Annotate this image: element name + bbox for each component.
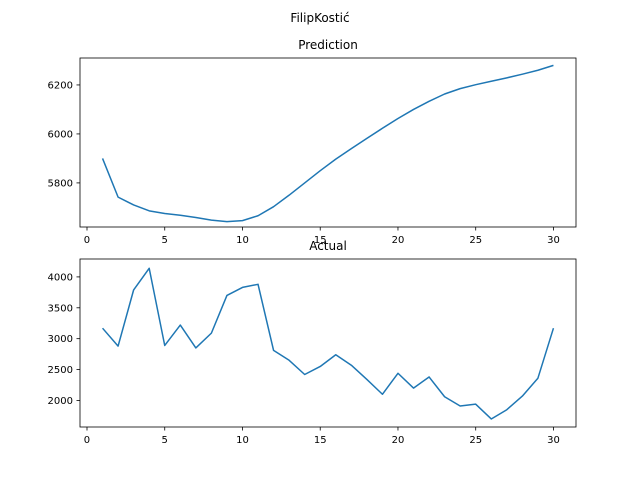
actual-x-tick-label: 20 [392, 435, 405, 446]
prediction-axes: Prediction 0 5 10 15 20 25 30 5800 6000 6200 [48, 38, 577, 246]
prediction-y-tick-label: 5800 [48, 178, 73, 189]
actual-axes-frame [79, 258, 577, 428]
actual-series-line [101, 267, 555, 420]
actual-x-tick-label: 25 [469, 435, 482, 446]
prediction-x-tick-label: 10 [236, 235, 249, 246]
prediction-series-line [101, 64, 554, 223]
prediction-axes-frame [79, 57, 577, 228]
actual-x-tick-label: 30 [547, 435, 560, 446]
prediction-x-ticks: 0 5 10 15 20 25 30 [84, 227, 560, 246]
actual-y-tick-label: 3000 [48, 334, 73, 345]
actual-x-tick-label: 15 [314, 435, 327, 446]
actual-y-tick-label: 4000 [48, 272, 73, 283]
actual-y-tick-label: 2000 [48, 396, 73, 407]
prediction-x-tick-label: 5 [162, 235, 168, 246]
prediction-title: Prediction [298, 38, 358, 52]
actual-title: Actual [309, 239, 347, 253]
prediction-x-tick-label: 30 [547, 235, 560, 246]
actual-x-ticks: 0 5 10 15 20 25 30 [84, 427, 560, 446]
actual-x-tick-label: 0 [84, 435, 90, 446]
prediction-x-tick-label: 15 [314, 235, 327, 246]
prediction-y-tick-label: 6200 [48, 80, 73, 91]
actual-y-tick-label: 3500 [48, 303, 73, 314]
actual-y-ticks: 2000 2500 3000 3500 4000 [48, 272, 80, 407]
actual-x-tick-label: 5 [162, 435, 168, 446]
prediction-x-tick-label: 20 [392, 235, 405, 246]
actual-x-tick-label: 10 [236, 435, 249, 446]
prediction-y-tick-label: 6000 [48, 129, 73, 140]
actual-y-tick-label: 2500 [48, 365, 73, 376]
figure-suptitle: FilipKostić [290, 11, 349, 25]
prediction-y-ticks: 5800 6000 6200 [48, 80, 80, 189]
actual-axes: 0 5 10 15 20 25 30 2000 2500 3000 3500 4000 Actual [48, 239, 577, 446]
prediction-x-tick-label: 0 [84, 235, 90, 246]
prediction-x-tick-label: 25 [469, 235, 482, 246]
